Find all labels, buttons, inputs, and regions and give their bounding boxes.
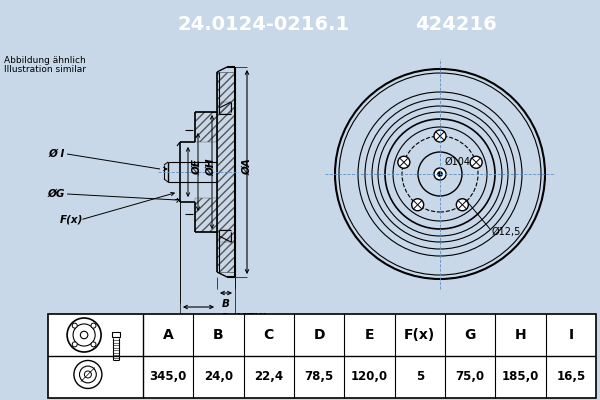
Bar xyxy=(219,230,231,242)
Text: 345,0: 345,0 xyxy=(149,370,187,384)
Text: H: H xyxy=(515,328,526,342)
Text: F(x): F(x) xyxy=(60,215,83,225)
Bar xyxy=(217,72,235,272)
Bar xyxy=(219,102,231,114)
Circle shape xyxy=(72,323,77,328)
Text: ØE: ØE xyxy=(192,159,202,175)
Text: I: I xyxy=(568,328,574,342)
Circle shape xyxy=(437,172,443,176)
Text: ØG: ØG xyxy=(47,189,65,199)
Circle shape xyxy=(457,199,469,211)
Text: C: C xyxy=(264,328,274,342)
Text: Ø104: Ø104 xyxy=(445,157,471,167)
Text: F(x): F(x) xyxy=(404,328,436,342)
Text: Abbildung ähnlich: Abbildung ähnlich xyxy=(4,56,86,65)
Text: Illustration similar: Illustration similar xyxy=(4,65,86,74)
Circle shape xyxy=(434,168,446,180)
Circle shape xyxy=(412,199,424,211)
Circle shape xyxy=(398,156,410,168)
Text: Ø I: Ø I xyxy=(49,149,65,159)
Circle shape xyxy=(80,331,88,339)
Text: 24.0124-0216.1: 24.0124-0216.1 xyxy=(178,14,350,34)
Text: D: D xyxy=(313,328,325,342)
Text: B: B xyxy=(222,299,230,309)
Text: 16,5: 16,5 xyxy=(556,370,586,384)
Circle shape xyxy=(85,371,91,378)
Circle shape xyxy=(72,342,77,347)
Bar xyxy=(112,332,121,337)
Text: Ø12,5: Ø12,5 xyxy=(492,227,521,237)
Text: E: E xyxy=(365,328,374,342)
Text: 424216: 424216 xyxy=(415,14,497,34)
Circle shape xyxy=(470,156,482,168)
Text: G: G xyxy=(464,328,476,342)
Bar xyxy=(195,112,217,142)
Text: ØA: ØA xyxy=(242,159,252,175)
Circle shape xyxy=(91,323,96,328)
Text: B: B xyxy=(213,328,224,342)
Text: 185,0: 185,0 xyxy=(502,370,539,384)
Text: 22,4: 22,4 xyxy=(254,370,283,384)
Text: D: D xyxy=(203,327,212,337)
Text: 78,5: 78,5 xyxy=(305,370,334,384)
Text: C (MTH): C (MTH) xyxy=(220,313,267,323)
Text: 75,0: 75,0 xyxy=(455,370,485,384)
Bar xyxy=(195,198,217,232)
Circle shape xyxy=(91,342,96,347)
Text: 120,0: 120,0 xyxy=(351,370,388,384)
Text: ØH: ØH xyxy=(206,158,216,176)
Text: 5: 5 xyxy=(416,370,424,384)
Text: A: A xyxy=(163,328,173,342)
Circle shape xyxy=(434,130,446,142)
Text: 24,0: 24,0 xyxy=(204,370,233,384)
